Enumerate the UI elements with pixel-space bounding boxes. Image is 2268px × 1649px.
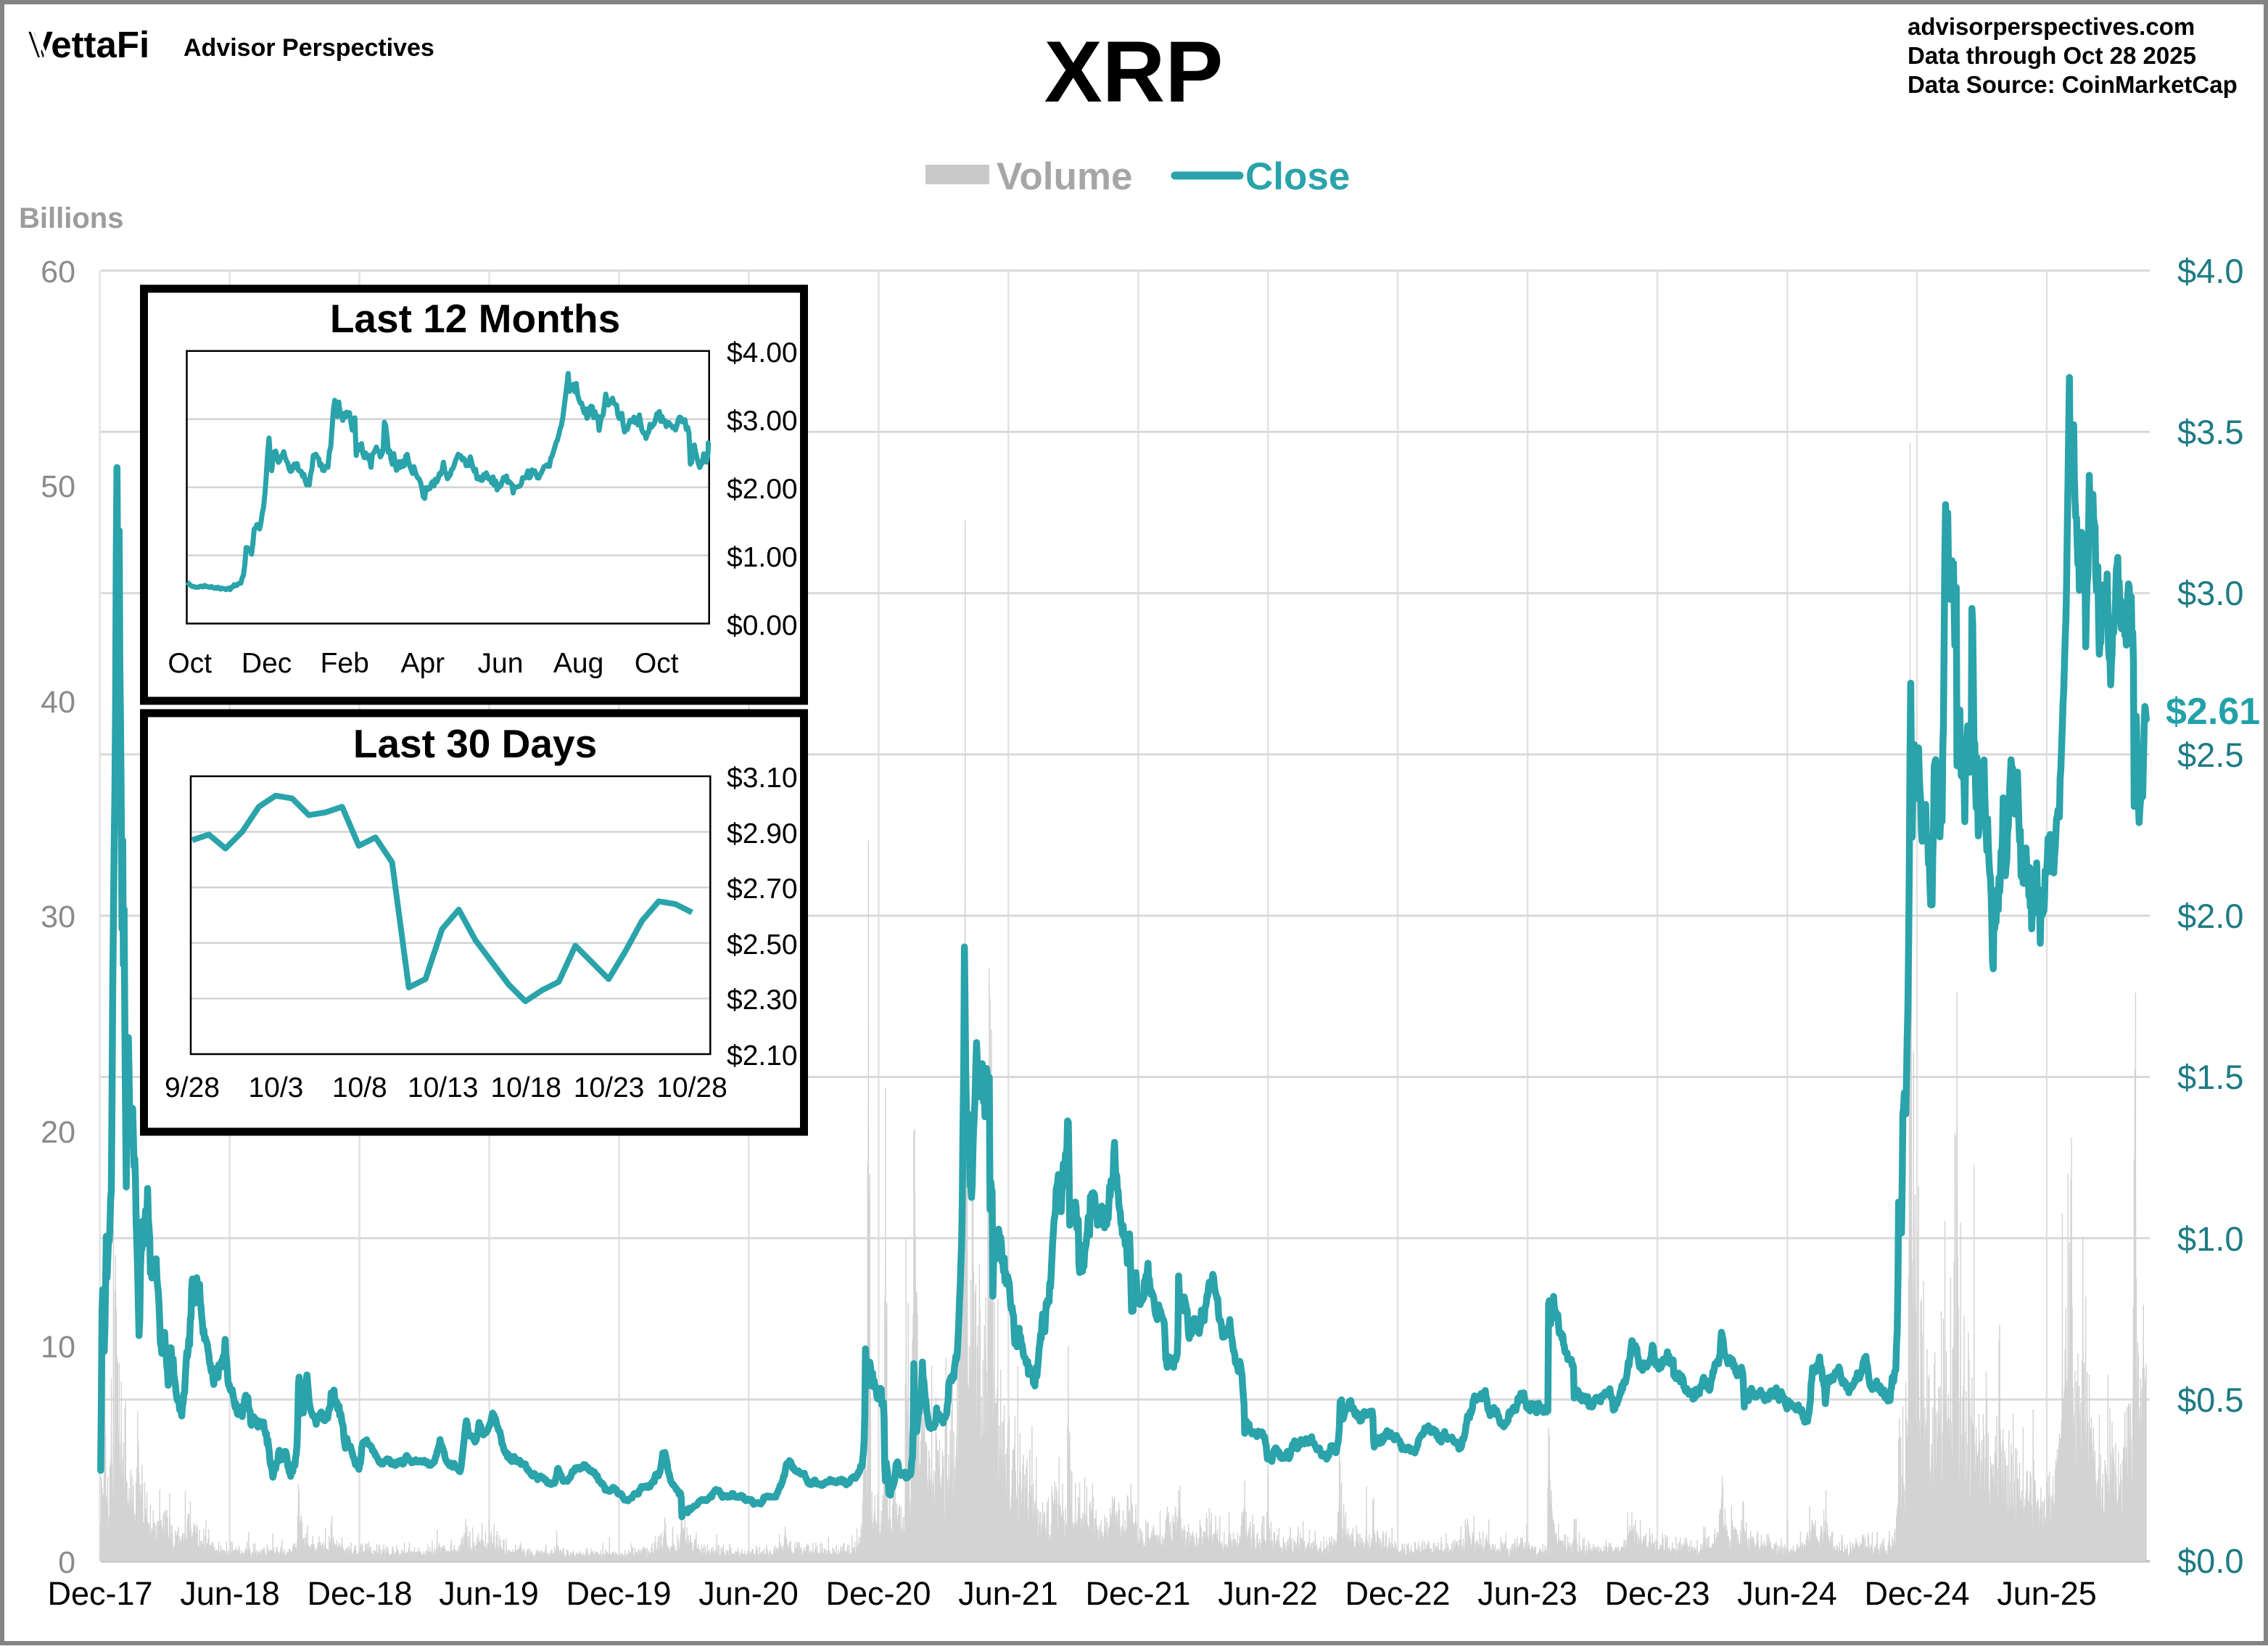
svg-text:Jun-18: Jun-18	[180, 1575, 280, 1612]
svg-text:Dec-20: Dec-20	[825, 1575, 931, 1612]
svg-text:Dec-22: Dec-22	[1345, 1575, 1450, 1612]
svg-text:30: 30	[41, 900, 75, 934]
svg-text:Close: Close	[1245, 155, 1350, 198]
svg-text:Jun-21: Jun-21	[958, 1575, 1058, 1612]
svg-text:60: 60	[41, 255, 75, 289]
svg-text:$1.0: $1.0	[2177, 1220, 2243, 1258]
svg-text:Jun-19: Jun-19	[439, 1575, 539, 1612]
svg-text:10/28: 10/28	[656, 1072, 727, 1103]
svg-text:Oct: Oct	[635, 648, 679, 679]
svg-text:10/3: 10/3	[248, 1072, 303, 1103]
svg-text:$4.00: $4.00	[727, 337, 798, 369]
svg-text:50: 50	[41, 469, 75, 504]
svg-text:Billions: Billions	[19, 202, 123, 234]
svg-text:$2.5: $2.5	[2177, 736, 2243, 774]
svg-text:10: 10	[41, 1330, 75, 1365]
svg-text:0: 0	[58, 1545, 75, 1580]
svg-text:$0.5: $0.5	[2177, 1381, 2243, 1419]
svg-text:40: 40	[41, 685, 75, 720]
svg-text:Last 12 Months: Last 12 Months	[330, 296, 620, 341]
svg-text:Apr: Apr	[400, 648, 445, 679]
svg-text:Jun-22: Jun-22	[1218, 1575, 1318, 1612]
svg-text:Jun-20: Jun-20	[698, 1575, 799, 1612]
svg-text:Advisor Perspectives: Advisor Perspectives	[183, 34, 434, 62]
svg-text:Feb: Feb	[321, 648, 369, 679]
svg-text:10/13: 10/13	[408, 1072, 479, 1103]
svg-text:Jun: Jun	[478, 648, 524, 679]
svg-text:$1.00: $1.00	[727, 542, 798, 573]
svg-text:VettaFi: VettaFi	[28, 24, 149, 65]
svg-text:$2.30: $2.30	[727, 984, 798, 1016]
svg-text:$3.10: $3.10	[727, 762, 798, 794]
svg-text:Volume: Volume	[997, 155, 1133, 198]
svg-text:$2.70: $2.70	[727, 873, 798, 905]
svg-text:Jun-24: Jun-24	[1737, 1575, 1837, 1612]
svg-text:$3.0: $3.0	[2177, 574, 2243, 612]
svg-text:$0.00: $0.00	[727, 610, 798, 641]
svg-text:Aug: Aug	[553, 648, 603, 679]
svg-text:XRP: XRP	[1044, 23, 1224, 120]
svg-text:Dec-18: Dec-18	[307, 1575, 412, 1612]
svg-text:Jun-23: Jun-23	[1477, 1575, 1578, 1612]
svg-text:advisorperspectives.com: advisorperspectives.com	[1908, 13, 2195, 40]
svg-text:$0.0: $0.0	[2177, 1542, 2243, 1580]
svg-text:Dec: Dec	[242, 648, 292, 679]
svg-text:Oct: Oct	[168, 648, 212, 679]
svg-text:Dec-23: Dec-23	[1604, 1575, 1710, 1612]
svg-text:Dec-17: Dec-17	[47, 1575, 152, 1612]
svg-text:Last 30 Days: Last 30 Days	[353, 721, 597, 766]
svg-text:20: 20	[41, 1115, 75, 1150]
svg-text:$3.00: $3.00	[727, 406, 798, 437]
svg-text:$2.90: $2.90	[727, 818, 798, 850]
svg-text:Dec-21: Dec-21	[1085, 1575, 1190, 1612]
svg-text:Dec-19: Dec-19	[566, 1575, 671, 1612]
svg-text:$1.5: $1.5	[2177, 1058, 2243, 1096]
svg-text:$2.61: $2.61	[2166, 691, 2260, 733]
svg-text:$3.5: $3.5	[2177, 413, 2243, 451]
svg-text:Data Source: CoinMarketCap: Data Source: CoinMarketCap	[1908, 71, 2238, 98]
svg-text:$2.50: $2.50	[727, 929, 798, 961]
svg-text:$2.10: $2.10	[727, 1040, 798, 1072]
svg-text:10/8: 10/8	[332, 1072, 387, 1103]
svg-text:10/23: 10/23	[574, 1072, 645, 1103]
svg-text:$2.00: $2.00	[727, 474, 798, 505]
svg-text:$4.0: $4.0	[2177, 252, 2243, 290]
svg-text:$2.0: $2.0	[2177, 897, 2243, 935]
svg-text:9/28: 9/28	[165, 1072, 220, 1103]
svg-text:10/18: 10/18	[490, 1072, 561, 1103]
svg-text:Jun-25: Jun-25	[1997, 1575, 2097, 1612]
svg-text:Dec-24: Dec-24	[1864, 1575, 1969, 1612]
svg-text:Data through Oct 28 2025: Data through Oct 28 2025	[1908, 42, 2196, 69]
